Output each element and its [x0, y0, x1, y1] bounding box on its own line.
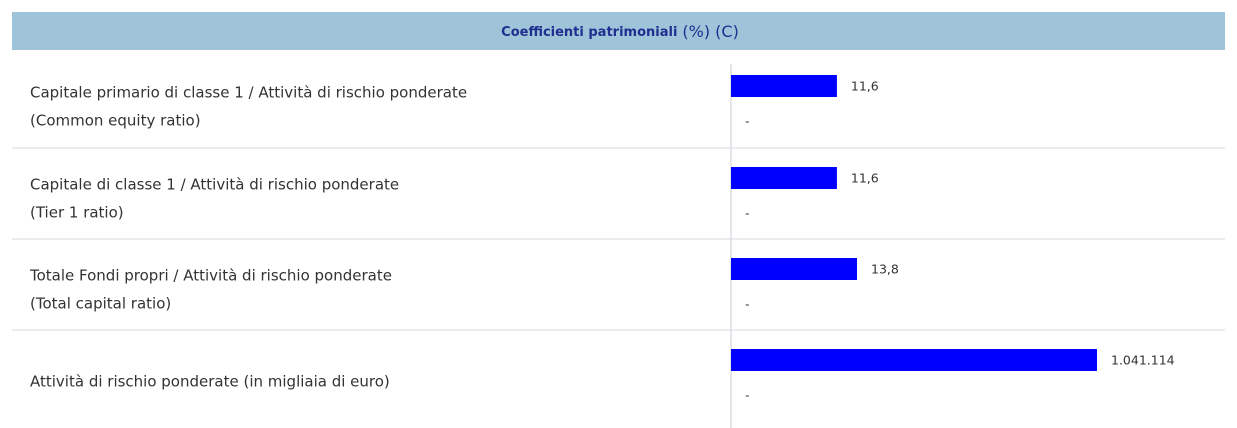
header-title: Coefficienti patrimoniali [501, 25, 677, 40]
bar [731, 75, 837, 97]
previous-value: - [745, 297, 750, 312]
header-bar [12, 12, 1225, 50]
header: Coefficienti patrimoniali (%) (C) [501, 22, 739, 41]
value-label: 1.041.114 [1111, 353, 1175, 368]
row-label: Totale Fondi propri / Attività di rischi… [29, 267, 392, 285]
bar [731, 258, 857, 280]
header-subtitle: (%) (C) [682, 22, 738, 41]
row-label: (Total capital ratio) [30, 295, 171, 313]
bar [731, 167, 837, 189]
row-label: Capitale di classe 1 / Attività di risch… [30, 176, 399, 194]
row-label: Capitale primario di classe 1 / Attività… [30, 84, 467, 102]
bar [731, 349, 1097, 371]
row-label: Attività di rischio ponderate (in miglia… [30, 373, 390, 391]
previous-value: - [745, 206, 750, 221]
previous-value: - [745, 114, 750, 129]
value-label: 13,8 [871, 262, 899, 277]
row-label: (Tier 1 ratio) [30, 204, 124, 222]
value-label: 11,6 [851, 79, 879, 94]
previous-value: - [745, 388, 750, 403]
row-label: (Common equity ratio) [30, 112, 201, 130]
value-label: 11,6 [851, 171, 879, 186]
